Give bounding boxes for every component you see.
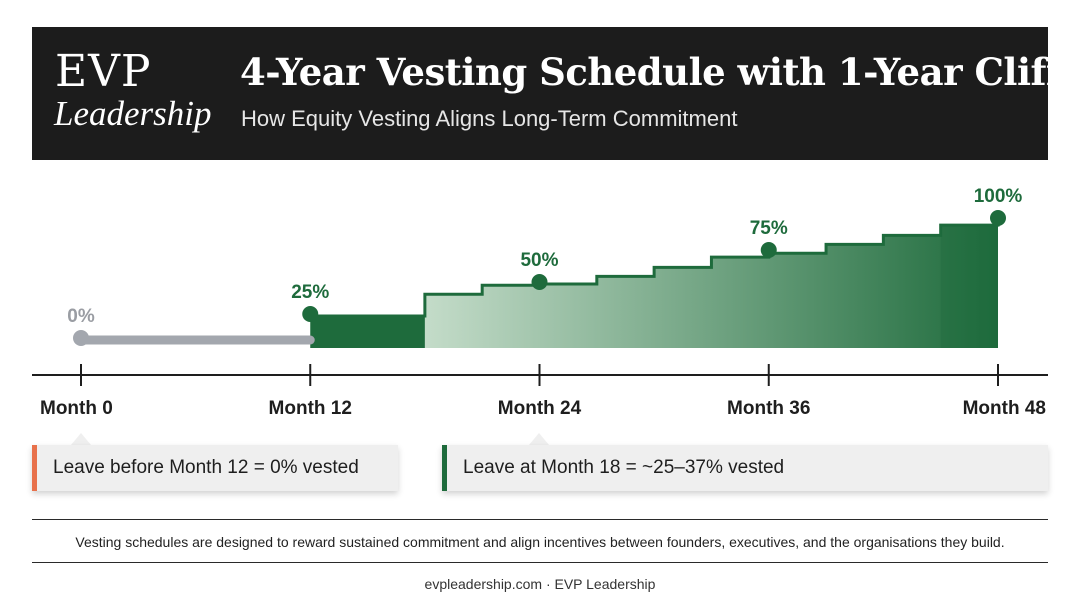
cliff-block bbox=[310, 316, 425, 348]
milestone-dot-48 bbox=[990, 210, 1006, 226]
header-banner bbox=[32, 27, 1048, 160]
callout-cliff: Leave before Month 12 = 0% vested bbox=[32, 445, 398, 491]
callout-month18: Leave at Month 18 = ~25–37% vested bbox=[442, 445, 1048, 491]
callout-pointer-left bbox=[71, 433, 91, 445]
milestone-label-12: 25% bbox=[291, 282, 329, 303]
x-tick-label-24: Month 24 bbox=[498, 398, 582, 419]
milestone-label-36: 75% bbox=[750, 218, 788, 239]
milestone-label-24: 50% bbox=[520, 250, 558, 271]
callout-accent-bar bbox=[442, 445, 447, 491]
callout-pointer-right bbox=[529, 433, 549, 445]
x-tick-label-0: Month 0 bbox=[40, 398, 113, 419]
x-tick-label-12: Month 12 bbox=[269, 398, 352, 419]
page-title: 4-Year Vesting Schedule with 1-Year Clif… bbox=[240, 50, 1062, 94]
x-tick-label-36: Month 36 bbox=[727, 398, 810, 419]
milestone-label-48: 100% bbox=[974, 186, 1023, 207]
footer-credit: evpleadership.com · EVP Leadership bbox=[424, 576, 656, 592]
final-step bbox=[940, 225, 998, 348]
divider-top bbox=[32, 519, 1048, 520]
logo-leadership: Leadership bbox=[54, 94, 212, 133]
milestone-dot-12 bbox=[302, 306, 319, 322]
vesting-area bbox=[424, 225, 998, 348]
milestone-dot-24 bbox=[531, 274, 548, 290]
divider-bottom bbox=[32, 562, 1048, 563]
vesting-step-line bbox=[310, 220, 1000, 318]
x-tick-label-48: Month 48 bbox=[963, 398, 1046, 419]
callout-cliff-text: Leave before Month 12 = 0% vested bbox=[53, 457, 359, 478]
footnote: Vesting schedules are designed to reward… bbox=[75, 534, 1005, 550]
milestone-dot-0 bbox=[73, 330, 89, 346]
logo-evp: EVP bbox=[55, 46, 152, 97]
page-subtitle: How Equity Vesting Aligns Long-Term Comm… bbox=[241, 106, 738, 131]
callout-month18-text: Leave at Month 18 = ~25–37% vested bbox=[463, 457, 785, 478]
milestone-label-0: 0% bbox=[67, 306, 95, 327]
callout-accent-bar bbox=[32, 445, 37, 491]
milestone-dot-36 bbox=[760, 242, 777, 258]
